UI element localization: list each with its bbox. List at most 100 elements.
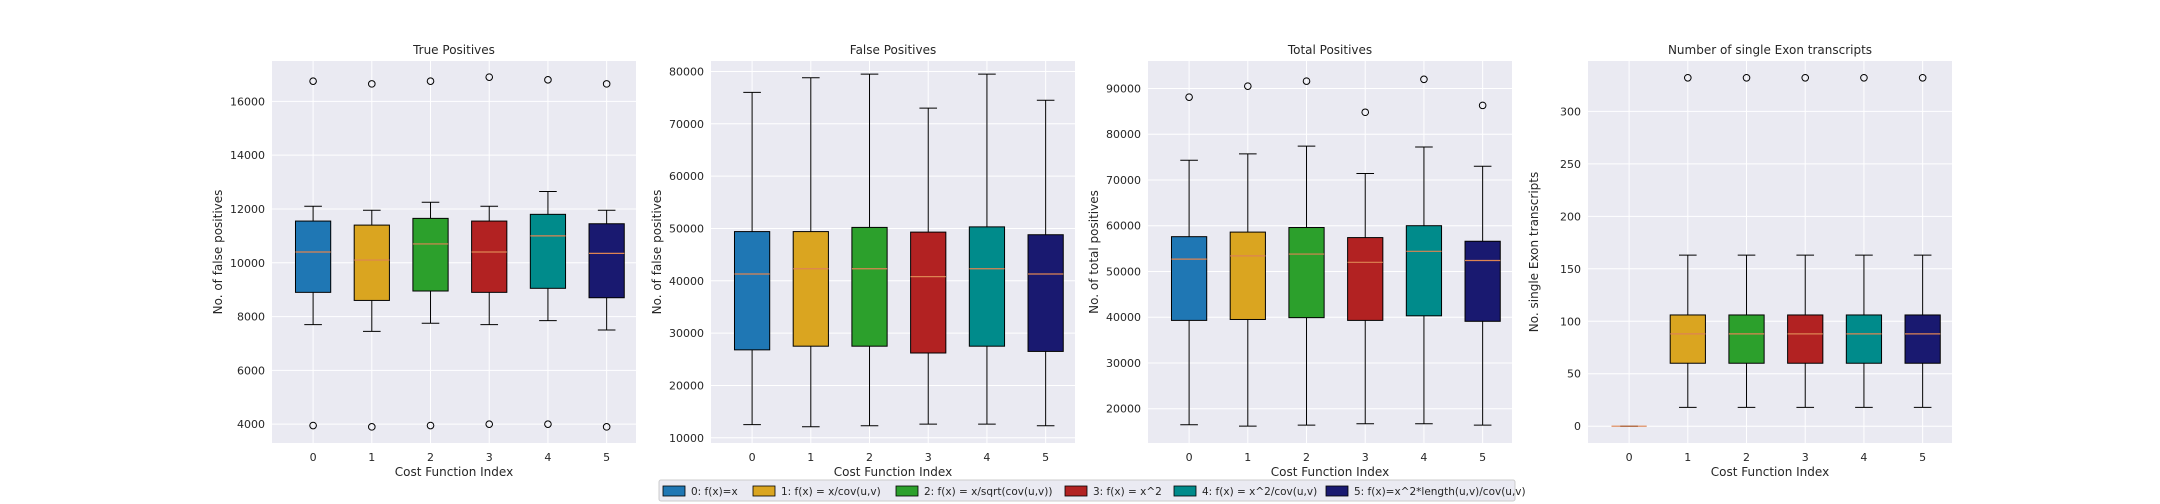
box-4 [1845, 314, 1883, 364]
y-tick-label: 50000 [669, 222, 704, 235]
chart-title: False Positives [850, 43, 936, 57]
x-tick-label: 0 [310, 451, 317, 464]
legend-swatch [1173, 485, 1197, 497]
legend-item-3: 3: f(x) = x^2 [1064, 485, 1162, 498]
legend-swatch [752, 485, 776, 497]
y-tick-label: 40000 [669, 275, 704, 288]
y-tick-label: 8000 [237, 311, 265, 324]
outlier-point [544, 76, 552, 84]
y-tick-label: 60000 [669, 170, 704, 183]
legend-label: 4: f(x) = x^2/cov(u,v) [1202, 486, 1317, 498]
y-tick-label: 100 [1560, 315, 1581, 328]
x-tick-label: 1 [1244, 451, 1251, 464]
box-4 [1405, 225, 1443, 317]
y-tick-label: 10000 [230, 257, 265, 270]
y-axis-label: No. of false positives [211, 190, 225, 315]
box-5 [588, 223, 625, 299]
chart-panel-2: 20000 30000 40000 50000 60000 70000 80000 90000… [1087, 43, 1512, 479]
box-2 [1288, 227, 1325, 319]
outlier-point [1244, 82, 1252, 90]
x-tick-label: 4 [1860, 451, 1867, 464]
outlier-point [544, 420, 552, 428]
outlier-point [602, 423, 611, 431]
y-axis-label: No. single Exon transcripts [1527, 172, 1541, 332]
legend-label: 0: f(x)=x [691, 486, 738, 498]
plot-area [272, 61, 636, 443]
y-tick-label: 14000 [230, 149, 265, 162]
y-tick-label: 16000 [230, 95, 265, 108]
legend-swatch [1064, 485, 1088, 497]
x-tick-label: 0 [749, 451, 756, 464]
box-4 [529, 213, 567, 289]
plot-area [711, 61, 1075, 443]
chart-panel-3: 0 50 100 150 200 250 300 0 1 2 3 4 5 Number of single… [1527, 43, 1952, 479]
y-tick-label: 4000 [237, 418, 265, 431]
outlier-point [1801, 73, 1810, 82]
outlier-point [1361, 108, 1370, 117]
box-0 [733, 231, 771, 351]
box-5 [1027, 234, 1064, 352]
box-1 [1669, 314, 1706, 364]
legend-label: 2: f(x) = x/sqrt(cov(u,v)) [924, 486, 1052, 498]
legend-item-5: 5: f(x)=x^2*length(u,v)/cov(u,v) [1325, 485, 1526, 498]
box-2 [851, 226, 888, 347]
legend-item-1: 1: f(x) = x/cov(u,v) [752, 485, 881, 498]
box-3 [910, 231, 947, 354]
box-5 [1904, 314, 1941, 364]
y-tick-label: 80000 [1106, 128, 1141, 141]
y-tick-label: 40000 [1106, 311, 1141, 324]
box-3 [1787, 314, 1824, 364]
x-tick-label: 3 [486, 451, 493, 464]
x-tick-label: 4 [544, 451, 551, 464]
outlier-point [309, 77, 317, 85]
y-tick-label: 20000 [669, 379, 704, 392]
x-tick-label: 0 [1186, 451, 1193, 464]
x-tick-label: 3 [1362, 451, 1369, 464]
y-axis-label: No. of total positives [1087, 190, 1101, 314]
outlier-point [426, 77, 435, 85]
x-axis-label: Cost Function Index [1271, 465, 1389, 479]
x-axis-label: Cost Function Index [1711, 465, 1829, 479]
y-tick-label: 50000 [1106, 265, 1141, 278]
x-tick-label: 5 [1479, 451, 1486, 464]
outlier-point [1478, 101, 1487, 110]
y-tick-label: 10000 [669, 432, 704, 445]
outlier-point [368, 80, 376, 88]
x-tick-label: 5 [1042, 451, 1049, 464]
x-tick-label: 1 [807, 451, 814, 464]
y-tick-label: 80000 [669, 65, 704, 78]
x-tick-label: 5 [603, 451, 610, 464]
y-tick-label: 6000 [237, 364, 265, 377]
legend: 0: f(x)=x 1: f(x) = x/cov(u,v) 2: f(x) = x… [658, 479, 1526, 502]
outlier-point [1420, 75, 1428, 84]
box-4 [968, 226, 1006, 347]
outlier-point [368, 423, 376, 431]
x-tick-label: 1 [1684, 451, 1691, 464]
legend-swatch [1325, 485, 1349, 497]
x-tick-label: 2 [1303, 451, 1310, 464]
x-tick-label: 0 [1626, 451, 1633, 464]
box-3 [1347, 237, 1384, 321]
box-0 [294, 220, 332, 293]
x-tick-label: 1 [368, 451, 375, 464]
y-tick-label: 60000 [1106, 220, 1141, 233]
box-1 [353, 224, 390, 301]
legend-item-4: 4: f(x) = x^2/cov(u,v) [1173, 485, 1317, 498]
legend-label: 3: f(x) = x^2 [1093, 486, 1162, 498]
box-0 [1170, 236, 1208, 321]
outlier-point [1742, 73, 1751, 82]
outlier-point [485, 73, 494, 81]
x-tick-label: 4 [983, 451, 990, 464]
y-tick-label: 0 [1574, 420, 1581, 433]
x-tick-label: 3 [925, 451, 932, 464]
y-tick-label: 90000 [1106, 82, 1141, 95]
y-tick-label: 70000 [1106, 174, 1141, 187]
legend-item-2: 2: f(x) = x/sqrt(cov(u,v)) [895, 485, 1052, 498]
outlier-point [426, 421, 435, 430]
outlier-point [1185, 93, 1193, 101]
outlier-point [1302, 77, 1311, 85]
x-tick-label: 4 [1420, 451, 1427, 464]
y-tick-label: 20000 [1106, 403, 1141, 416]
y-tick-label: 30000 [1106, 357, 1141, 370]
